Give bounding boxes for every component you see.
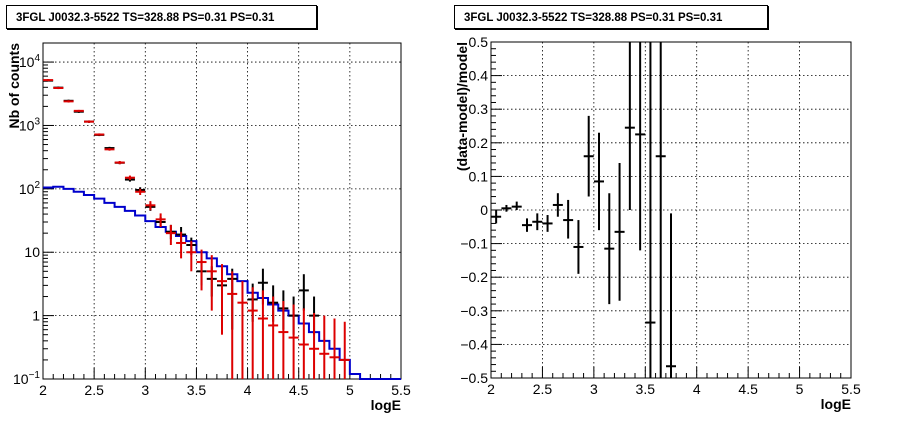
y-tick-label: 10−1 [13,370,40,387]
y-tick-label: 104 [19,53,41,70]
y-tick-label: −0.4 [460,336,488,352]
y-tick-label: 0.5 [469,34,489,50]
plot-frame [42,42,402,380]
x-axis-label: logE [371,397,401,413]
y-tick-label: −0.1 [460,236,488,252]
right-chart-title: 3FGL J0032.3-5522 TS=328.88 PS=0.31 PS=0… [454,5,768,29]
y-tick-label: 0.2 [469,135,489,151]
y-tick-label: 102 [19,180,41,197]
y-tick-label: 0.3 [469,101,489,117]
y-tick-label: 103 [19,116,41,133]
left-chart-title: 3FGL J0032.3-5522 TS=328.88 PS=0.31 PS=0… [6,5,317,29]
x-tick-label: 3 [141,382,149,398]
y-tick-label: 0 [480,202,488,218]
x-tick-label: 4.5 [738,381,758,397]
y-tick-label: 0.4 [469,68,489,84]
x-tick-label: 2 [39,382,47,398]
y-tick-label: −0.5 [460,370,488,386]
x-axis-label: logE [821,396,851,412]
x-tick-label: 4 [693,381,701,397]
y-tick-label: 0.1 [469,168,489,184]
y-tick-label: 1 [32,308,40,324]
x-tick-label: 3 [590,381,598,397]
y-tick-label: −0.2 [460,269,488,285]
x-tick-label: 5 [796,381,804,397]
x-tick-label: 2 [487,381,495,397]
x-tick-label: 5 [346,382,354,398]
y-tick-label: −0.3 [460,303,488,319]
y-axis-label: (data-model)/model [454,42,470,171]
x-tick-label: 4 [244,382,252,398]
x-tick-label: 3.5 [636,381,656,397]
model-step-line [43,185,401,380]
x-tick-label: 3.5 [187,382,207,398]
y-tick-label: 10 [24,244,40,260]
y-axis-label: Nb of counts [6,43,22,129]
x-tick-label: 2.5 [533,381,553,397]
x-tick-label: 5.5 [841,381,861,397]
x-tick-label: 2.5 [84,382,104,398]
x-tick-label: 5.5 [391,382,411,398]
x-tick-label: 4.5 [289,382,309,398]
